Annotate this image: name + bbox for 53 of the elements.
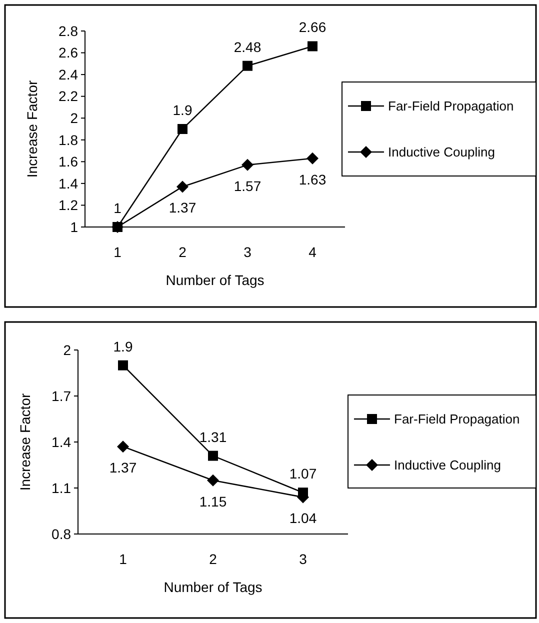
y-tick-label: 2	[70, 110, 78, 126]
data-label: 2.48	[234, 38, 262, 55]
y-tick-label: 1.2	[58, 197, 78, 214]
point	[208, 450, 218, 461]
data-label: 1.9	[113, 338, 133, 354]
y-tick-label: 1.8	[58, 132, 78, 148]
x-tick-label: 3	[244, 244, 252, 260]
y-tick-label: 2	[63, 342, 72, 358]
x-tick-label: 1	[119, 551, 128, 567]
y-tick-label: 1.1	[52, 480, 72, 496]
data-label: 1.9	[172, 102, 192, 118]
data-label: 2.66	[298, 19, 326, 36]
data-label: 1.31	[199, 428, 227, 445]
x-tick-label: 2	[209, 551, 218, 567]
point	[242, 60, 252, 71]
y-tick-label: 2.8	[58, 22, 78, 39]
point	[306, 152, 318, 164]
y-tick-label: 1.4	[58, 175, 78, 192]
x-axis-title: Number of Tags	[164, 579, 262, 595]
data-label: 1.37	[168, 200, 196, 216]
point	[176, 180, 188, 193]
point	[308, 41, 318, 52]
point	[118, 360, 128, 370]
x-tick-label: 2	[178, 244, 187, 260]
point	[178, 124, 188, 134]
x-tick-label: 4	[308, 244, 317, 260]
y-axis-title: Increase Factor	[24, 80, 40, 178]
y-tick-label: 1.6	[58, 154, 78, 170]
y-tick-label: 1.4	[52, 434, 72, 450]
y-tick-label: 0.8	[52, 526, 72, 542]
legend-label: Far-Field Propagation	[388, 98, 514, 114]
y-tick-label: 1.7	[52, 388, 72, 404]
data-label: 1.15	[199, 493, 227, 510]
point	[242, 158, 254, 171]
y-axis-title: Increase Factor	[17, 393, 33, 491]
data-label: 1.63	[298, 171, 326, 188]
data-label: 1.04	[289, 510, 317, 526]
y-tick-label: 2.4	[58, 66, 78, 82]
legend-label: Inductive Coupling	[388, 144, 495, 160]
x-tick-label: 3	[299, 551, 308, 567]
y-tick-label: 2.2	[58, 88, 78, 104]
x-tick-label: 1	[114, 244, 122, 260]
legend-label: Far-Field Propagation	[394, 412, 520, 427]
point	[207, 474, 219, 486]
data-label: 1.37	[109, 460, 137, 476]
data-label: 1.57	[234, 178, 262, 194]
y-tick-label: 2.6	[58, 44, 78, 61]
data-label: 1	[114, 200, 122, 216]
y-tick-label: 1	[70, 218, 78, 235]
point	[117, 440, 129, 453]
x-axis-title: Number of Tags	[166, 272, 264, 288]
data-label: 1.07	[289, 466, 317, 482]
legend-label: Inductive Coupling	[394, 458, 501, 473]
